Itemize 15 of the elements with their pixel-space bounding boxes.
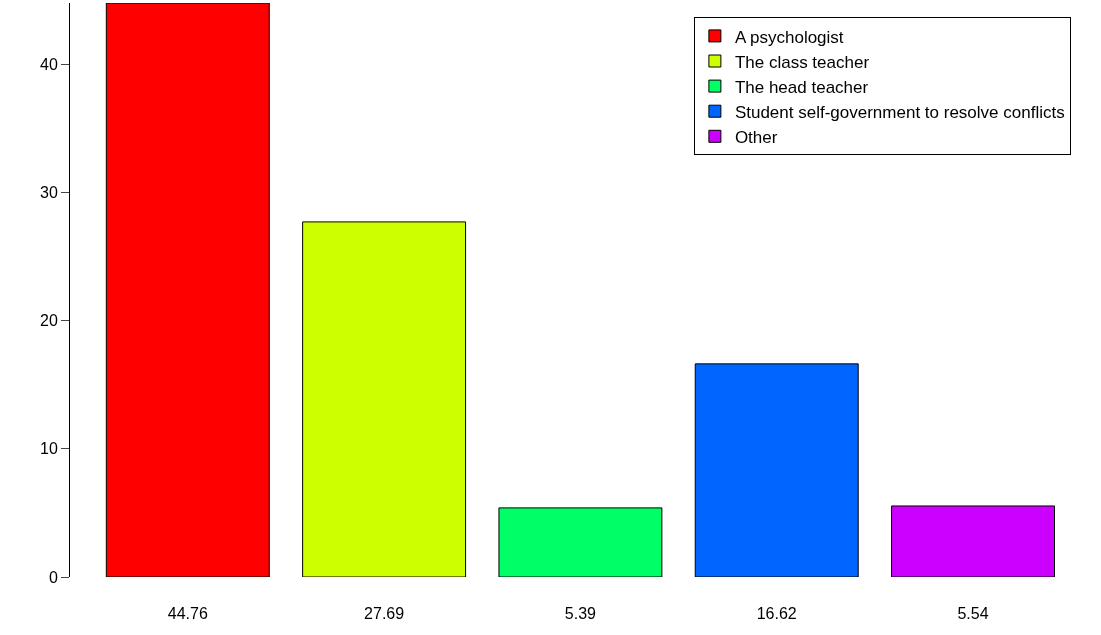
legend-label: Other [734, 127, 778, 147]
y-tick-label: 30 [40, 183, 58, 201]
x-tick-label: 5.39 [564, 605, 597, 623]
legend-label: Student self-government to resolve conflicts [734, 102, 1065, 122]
x-tick-label: 44.76 [167, 605, 208, 623]
legend-label: The class teacher [734, 52, 870, 72]
x-tick-label: 5.54 [957, 605, 989, 623]
x-tick-label: 16.62 [756, 605, 797, 623]
x-tick-label: 27.69 [364, 605, 405, 623]
legend-label: A psychologist [734, 27, 844, 47]
y-tick-label: 20 [40, 312, 58, 330]
y-tick-label: 10 [40, 440, 58, 458]
y-tick-label: 40 [40, 55, 58, 73]
y-tick-label: 0 [48, 568, 58, 586]
legend-label: The head teacher [734, 77, 869, 97]
